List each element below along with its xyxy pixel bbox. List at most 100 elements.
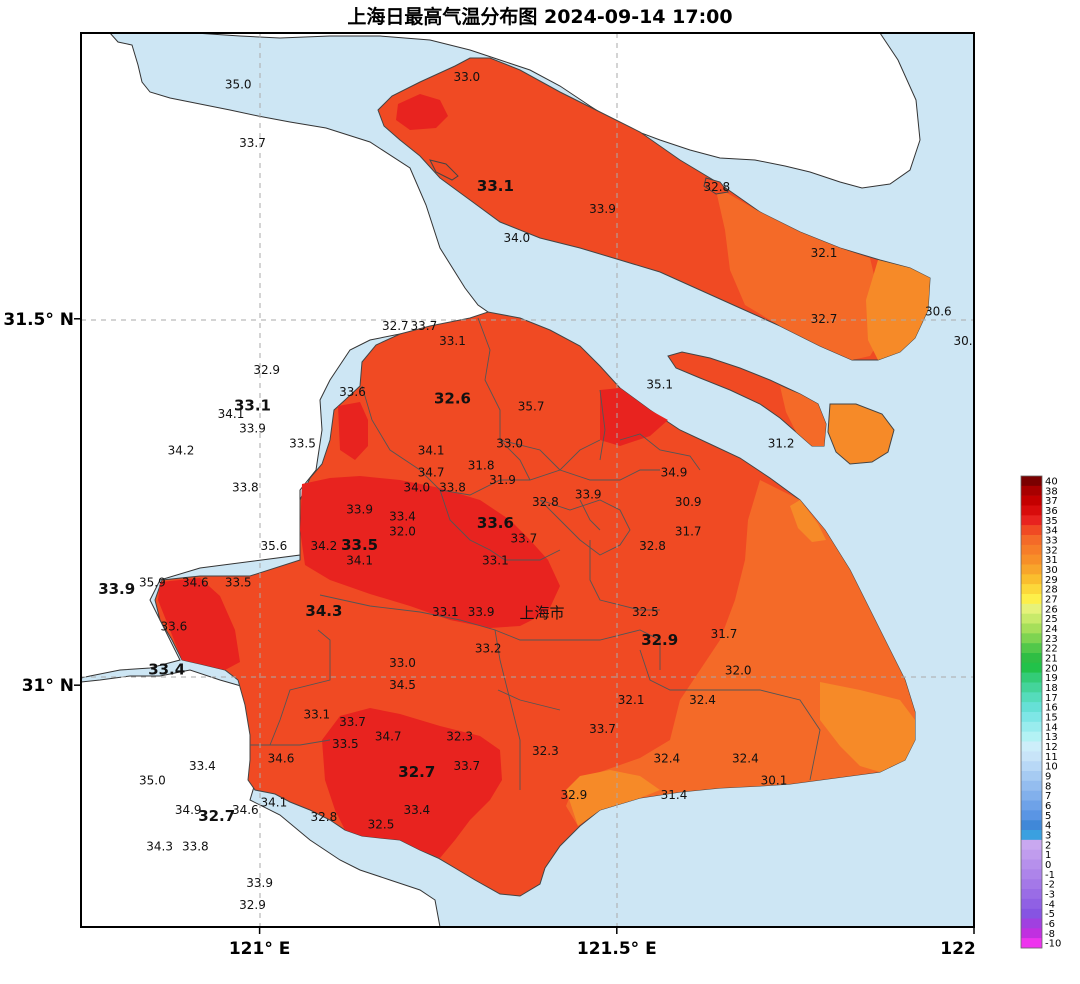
colorbar-swatch — [1021, 594, 1042, 605]
colorbar-label: -5 — [1045, 909, 1055, 920]
temperature-label: 32.4 — [732, 752, 759, 766]
temperature-label: 33.9 — [98, 580, 135, 598]
colorbar-label: 25 — [1045, 614, 1058, 625]
temperature-label: 34.3 — [305, 602, 342, 620]
temperature-label: 33.1 — [477, 177, 514, 195]
temperature-label: 32.5 — [368, 817, 395, 831]
temperature-label: 32.9 — [239, 898, 266, 912]
temperature-label: 33.8 — [232, 480, 259, 494]
temperature-label: 34.0 — [403, 480, 430, 494]
temperature-label: 32.8 — [532, 495, 559, 509]
zone-cool-east — [566, 480, 915, 826]
temperature-label: 31.9 — [489, 473, 516, 487]
temperature-zones — [158, 388, 915, 858]
colorbar-label: 5 — [1045, 811, 1051, 822]
colorbar-label: 26 — [1045, 604, 1058, 615]
colorbar-swatch — [1021, 564, 1042, 575]
colorbar-label: -2 — [1045, 880, 1055, 891]
colorbar-swatch — [1021, 554, 1042, 565]
temperature-label: 33.7 — [589, 722, 616, 736]
colorbar-swatch — [1021, 820, 1042, 831]
temperature-label: 33.5 — [332, 737, 359, 751]
colorbar-label: -3 — [1045, 889, 1055, 900]
temperature-label: 35.6 — [261, 539, 288, 553]
colorbar-label: 34 — [1045, 526, 1058, 537]
colorbar-label: -10 — [1045, 939, 1061, 950]
colorbar-label: 6 — [1045, 801, 1051, 812]
colorbar-label: 28 — [1045, 585, 1058, 596]
temperature-label: 33.4 — [389, 510, 416, 524]
map-frame — [80, 32, 975, 928]
temperature-label: 33.1 — [432, 605, 459, 619]
temperature-label: 34.2 — [168, 444, 195, 458]
temperature-label: 34.9 — [661, 466, 688, 480]
temperature-label: 33.9 — [346, 502, 373, 516]
temperature-label: 34.7 — [418, 466, 445, 480]
colorbar-swatch — [1021, 908, 1042, 919]
temperature-label: 33.5 — [225, 576, 252, 590]
colorbar-label: 21 — [1045, 653, 1058, 664]
colorbar-swatch — [1021, 682, 1042, 693]
colorbar-label: 38 — [1045, 486, 1058, 497]
colorbar-label: 15 — [1045, 712, 1058, 723]
temperature-label: 34.9 — [175, 803, 202, 817]
temperature-label: 33.7 — [239, 136, 266, 150]
colorbar-label: 20 — [1045, 663, 1058, 674]
colorbar-swatch — [1021, 869, 1042, 880]
zone-warm-east-coast — [790, 500, 826, 542]
temperature-label: 33.0 — [453, 70, 480, 84]
colorbar-swatch — [1021, 505, 1042, 516]
temperature-label: 32.0 — [389, 524, 416, 538]
colorbar-label: -1 — [1045, 870, 1055, 881]
y-tick-label: 31.5° N — [3, 310, 74, 330]
colorbar-label: 27 — [1045, 594, 1058, 605]
city-label: 上海市 — [519, 604, 564, 622]
temperature-label: 32.6 — [434, 389, 471, 407]
district-borders — [250, 317, 821, 790]
temperature-label: 30.6 — [925, 305, 952, 319]
temperature-label: 32.3 — [532, 744, 559, 758]
colorbar-swatch — [1021, 918, 1042, 929]
x-tick-label: 121.5° E — [577, 939, 657, 959]
colorbar-swatch — [1021, 712, 1042, 723]
temperature-label: 35.0 — [225, 77, 252, 91]
colorbar-swatch — [1021, 751, 1042, 762]
temperature-label: 34.3 — [146, 839, 173, 853]
colorbar-swatch — [1021, 535, 1042, 546]
temperature-label: 31.8 — [468, 458, 495, 472]
temperature-label: 32.8 — [639, 539, 666, 553]
temperature-label: 32.9 — [561, 788, 588, 802]
colorbar-swatch — [1021, 889, 1042, 900]
colorbar-label: 1 — [1045, 850, 1051, 861]
colorbar-label: 10 — [1045, 762, 1058, 773]
temperature-label: 32.9 — [253, 363, 280, 377]
colorbar-label: 36 — [1045, 506, 1058, 517]
colorbar-swatch — [1021, 800, 1042, 811]
colorbar-label: 19 — [1045, 673, 1058, 684]
x-tick-label: 121° E — [229, 939, 291, 959]
temperature-label: 32.9 — [641, 631, 678, 649]
y-tick-label: 31° N — [22, 676, 74, 696]
colorbar-swatch — [1021, 859, 1042, 870]
zone-hot-southwest — [322, 708, 502, 858]
temperature-label: 32.5 — [632, 605, 659, 619]
colorbar-swatch — [1021, 810, 1042, 821]
temperature-label: 35.0 — [139, 773, 166, 787]
colorbar-swatch — [1021, 898, 1042, 909]
colorbar-label: 29 — [1045, 575, 1058, 586]
temperature-label: 33.0 — [496, 436, 523, 450]
colorbar-label: 13 — [1045, 732, 1058, 743]
grid-lines — [81, 33, 974, 927]
temperature-label: 34.7 — [375, 730, 402, 744]
colorbar-swatch — [1021, 603, 1042, 614]
temperature-label: 33.6 — [477, 514, 514, 532]
colorbar-swatch — [1021, 623, 1042, 634]
x-tick-label: 122 — [940, 939, 976, 959]
chongming-east-warm-zone — [866, 260, 930, 360]
colorbar-swatch — [1021, 839, 1042, 850]
colorbar-label: 32 — [1045, 545, 1058, 556]
colorbar-swatch — [1021, 544, 1042, 555]
colorbar-swatch — [1021, 790, 1042, 801]
colorbar-label: 8 — [1045, 781, 1051, 792]
chongming-hot-spot — [396, 94, 448, 130]
